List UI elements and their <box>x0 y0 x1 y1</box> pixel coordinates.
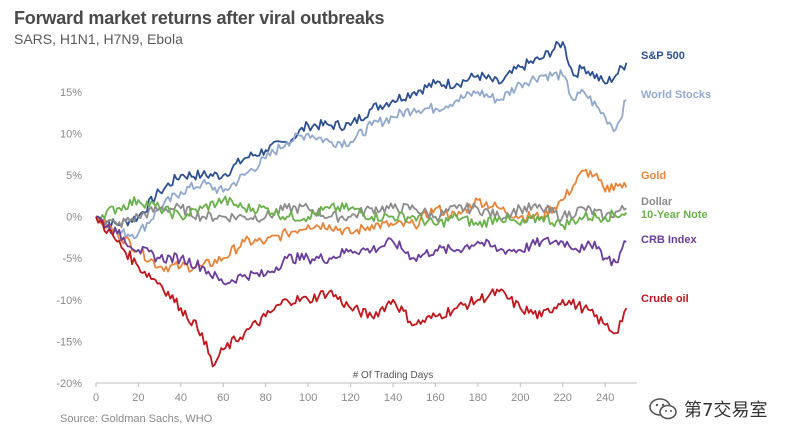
x-tick-label: 220 <box>554 392 572 404</box>
watermark-text: 第7交易室 <box>684 400 768 421</box>
series-label: World Stocks <box>641 89 711 101</box>
x-axis-label: # Of Trading Days <box>353 370 434 381</box>
series-label: Gold <box>641 170 666 182</box>
x-tick-label: 160 <box>426 392 444 404</box>
chart-title: Forward market returns after viral outbr… <box>14 8 385 28</box>
x-tick-label: 140 <box>384 392 402 404</box>
source-note: Source: Goldman Sachs, WHO <box>60 413 213 425</box>
wechat-icon <box>649 398 677 420</box>
series-label: S&P 500 <box>641 50 685 62</box>
chart-axes: 15% 10% 5% 0% -5% -10% -15% -20% 0 20 40 60 80 100 120… <box>56 87 637 404</box>
y-tick-label: -10% <box>56 295 82 307</box>
x-tick-label: 100 <box>299 392 317 404</box>
y-tick-label: 0% <box>66 212 82 224</box>
x-tick-label: 40 <box>175 392 187 404</box>
series-label: CRB Index <box>641 234 698 246</box>
y-tick-label: 5% <box>66 170 82 182</box>
chart-subtitle: SARS, H1N1, H7N9, Ebola <box>14 31 183 47</box>
series-label: 10-Year Note <box>641 209 708 221</box>
series-label: Dollar <box>641 196 673 208</box>
x-tick-label: 240 <box>596 392 614 404</box>
series-line-10-year-note <box>95 195 628 231</box>
x-tick-label: 120 <box>341 392 359 404</box>
x-tick-label: 200 <box>511 392 529 404</box>
series-line-s-p-500 <box>95 40 628 228</box>
series-line-crb-index <box>95 215 627 286</box>
series-line-dollar <box>96 202 627 229</box>
x-tick-label: 20 <box>132 392 144 404</box>
series-label: Crude oil <box>641 293 689 305</box>
series-line-world-stocks <box>95 69 627 240</box>
y-tick-label: 15% <box>60 87 82 99</box>
y-tick-label: -5% <box>62 253 82 265</box>
x-tick-label: 180 <box>469 392 487 404</box>
x-tick-label: 80 <box>260 392 272 404</box>
y-tick-label: 10% <box>60 128 82 140</box>
x-tick-label: 60 <box>217 392 229 404</box>
x-tick-label: 0 <box>93 392 99 404</box>
y-tick-label: -20% <box>56 378 82 390</box>
series-line-gold <box>95 168 628 273</box>
watermark: 第7交易室 <box>648 396 767 422</box>
y-tick-label: -15% <box>56 336 82 348</box>
chart-series-lines <box>95 40 628 368</box>
series-line-crude-oil <box>95 216 628 368</box>
